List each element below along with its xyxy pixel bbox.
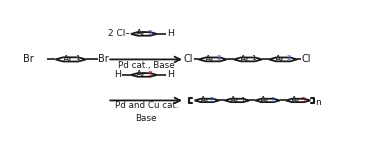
Polygon shape	[131, 32, 157, 36]
Text: H: H	[114, 70, 121, 79]
Text: Pd and Cu cat.
Base: Pd and Cu cat. Base	[115, 101, 178, 123]
Text: Cl: Cl	[301, 54, 311, 64]
Text: 2: 2	[287, 55, 291, 61]
Polygon shape	[199, 57, 227, 61]
Text: Ar: Ar	[200, 96, 210, 105]
Text: H: H	[167, 70, 174, 79]
Polygon shape	[131, 73, 157, 77]
Text: 3: 3	[147, 71, 152, 77]
Text: 1: 1	[240, 97, 245, 103]
Text: 2: 2	[216, 55, 221, 61]
Text: Ar: Ar	[260, 96, 271, 105]
Text: Ar: Ar	[291, 96, 301, 105]
Text: Ar: Ar	[63, 55, 73, 64]
Polygon shape	[255, 99, 280, 102]
Text: H: H	[167, 29, 174, 38]
Text: Ar: Ar	[275, 55, 286, 64]
Text: 2 Cl–: 2 Cl–	[108, 29, 130, 38]
Text: Ar: Ar	[240, 55, 251, 64]
Text: 1: 1	[251, 55, 256, 61]
Text: Cl: Cl	[184, 54, 193, 64]
Text: 3: 3	[301, 97, 305, 103]
Polygon shape	[234, 57, 262, 61]
Text: n: n	[316, 98, 321, 107]
Polygon shape	[56, 57, 86, 61]
Text: 2: 2	[147, 30, 152, 36]
Text: Br: Br	[98, 54, 109, 64]
Text: Ar: Ar	[136, 70, 147, 79]
Text: Br: Br	[23, 54, 34, 64]
Polygon shape	[269, 57, 297, 61]
Text: 2: 2	[270, 97, 275, 103]
Text: 1: 1	[75, 55, 79, 61]
Text: Ar: Ar	[136, 29, 147, 38]
Text: Ar: Ar	[205, 55, 215, 64]
Polygon shape	[195, 99, 219, 102]
Text: 2: 2	[210, 97, 214, 103]
Polygon shape	[286, 99, 310, 102]
Text: Ar: Ar	[229, 96, 240, 105]
Text: Pd cat., Base: Pd cat., Base	[118, 61, 175, 70]
Polygon shape	[225, 99, 249, 102]
